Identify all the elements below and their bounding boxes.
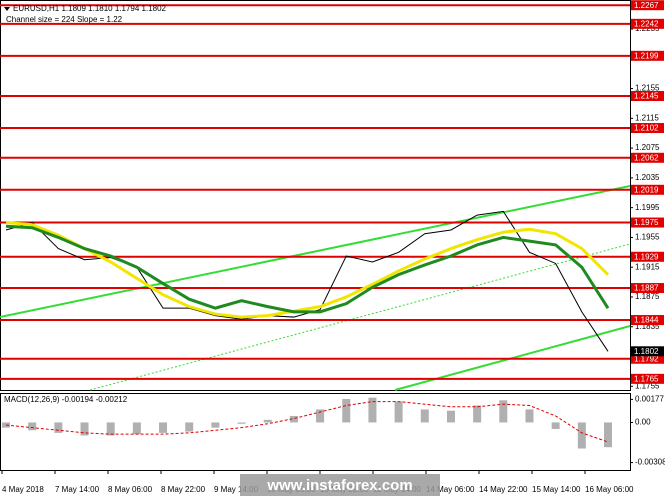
macd-bar [237, 422, 246, 424]
macd-bar [80, 422, 89, 436]
channel-middle [89, 243, 631, 391]
macd-bar [551, 422, 560, 429]
level-label: 1.2242 [634, 19, 659, 28]
macd-bar [499, 400, 508, 423]
level-label: 1.2267 [634, 1, 659, 10]
macd-y-tick-label: 0.00177 [635, 394, 664, 403]
macd-signal [5, 401, 609, 443]
macd-bar [289, 415, 298, 423]
level-label-box [631, 373, 664, 384]
watermark-banner [240, 474, 440, 496]
macd-bar [159, 422, 168, 433]
y-tick-label: 1.1915 [635, 262, 660, 271]
level-label-box [631, 91, 664, 102]
y-tick-label: 1.1955 [635, 233, 660, 242]
level-label: 1.1765 [634, 374, 659, 383]
macd-bar [211, 422, 220, 428]
y-tick-label: 1.2115 [635, 113, 659, 122]
level-label-box [631, 50, 664, 61]
y-tick-label: 1.2075 [635, 143, 660, 152]
macd-y-tick-label: -0.00308 [635, 458, 665, 467]
x-tick-label: 7 May 14:00 [55, 485, 100, 494]
level-label: 1.1975 [634, 218, 659, 227]
watermark: www.instaforex.com [266, 477, 412, 494]
macd-bar [54, 422, 63, 433]
level-label: 1.2019 [634, 185, 659, 194]
channel-upper [0, 185, 631, 318]
macd-bar [420, 409, 429, 423]
macd-bar [185, 422, 194, 432]
macd-title: MACD(12,26,9) -0.00194 -0.00212 [4, 395, 128, 404]
level-label-box [631, 315, 664, 326]
x-tick-label: 8 May 06:00 [108, 485, 153, 494]
macd-bar [132, 422, 141, 435]
x-tick-label: 8 May 22:00 [161, 485, 206, 494]
level-label: 1.2145 [634, 92, 659, 101]
y-tick-label: 1.1995 [635, 203, 660, 212]
y-tick-label: 1.2035 [635, 173, 660, 182]
level-label: 1.1844 [634, 316, 659, 325]
level-label: 1.1887 [634, 284, 659, 293]
x-tick-label: 15 May 14:00 [532, 485, 581, 494]
level-label-box [631, 283, 664, 294]
moving-average [5, 221, 610, 319]
current-price-box [631, 346, 664, 357]
level-label-box [631, 184, 664, 195]
x-tick-label: 9 May 14:00 [214, 485, 259, 494]
macd-bar [342, 398, 351, 423]
macd-bar [577, 422, 586, 449]
level-label: 1.1792 [634, 354, 659, 363]
macd-bar [525, 409, 534, 423]
level-label-box [631, 217, 664, 228]
macd-bar [446, 410, 455, 423]
macd-bar [316, 409, 325, 423]
current-price-label: 1.1802 [634, 347, 659, 356]
level-label: 1.1929 [634, 252, 659, 261]
macd-bar [604, 422, 612, 448]
level-label: 1.2062 [634, 153, 659, 162]
y-tick-label: 1.1835 [635, 322, 660, 331]
x-tick-label: 4 May 2018 [2, 485, 44, 494]
macd-bar [28, 422, 37, 431]
chart-subtitle: Channel size = 224 Slope = 1.22 [6, 15, 123, 24]
main-panel [0, 0, 631, 391]
macd-bar [106, 422, 115, 436]
macd-y-tick-label: 0.00 [635, 418, 651, 427]
level-label-box [631, 353, 664, 364]
level-label-box [631, 0, 664, 11]
level-label-box [631, 18, 664, 29]
y-tick-label: 1.1755 [635, 381, 660, 390]
x-tick-label: 14 May 22:00 [479, 485, 528, 494]
macd-bar [263, 419, 272, 423]
level-label-box [631, 123, 664, 134]
y-tick-label: 1.1875 [635, 292, 660, 301]
macd-bar [394, 401, 403, 423]
level-label-box [631, 152, 664, 163]
x-tick-label: 16 May 06:00 [585, 485, 634, 494]
level-label: 1.2199 [634, 51, 659, 60]
moving-average [5, 224, 610, 314]
x-tick-label: 14 May 06:00 [426, 485, 475, 494]
level-label: 1.2102 [634, 124, 659, 133]
macd-bar [368, 397, 377, 423]
macd-bar [473, 405, 482, 423]
chart-title: EURUSD,H1 1.1809 1.1810 1.1794 1.1802 [13, 4, 167, 13]
macd-panel [0, 393, 631, 471]
collapse-icon [4, 7, 10, 11]
y-tick-label: 1.2155 [635, 84, 660, 93]
level-label-box [631, 251, 664, 262]
